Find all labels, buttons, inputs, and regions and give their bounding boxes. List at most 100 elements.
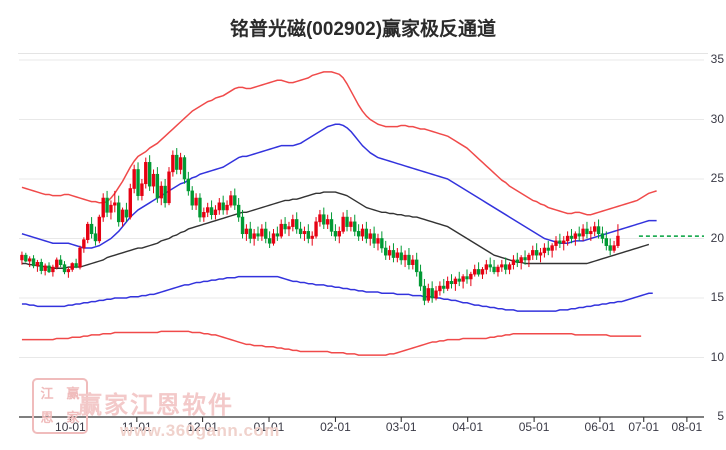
candle-body xyxy=(171,154,175,173)
candle-body xyxy=(248,228,252,239)
band-midline xyxy=(22,192,649,268)
candle-body xyxy=(329,219,334,232)
candle-body xyxy=(105,197,109,213)
candle-body xyxy=(236,204,241,218)
candle-body xyxy=(132,169,136,189)
candle-body xyxy=(414,259,419,273)
candle-body xyxy=(298,228,303,235)
candle-body xyxy=(387,250,392,256)
candle-body xyxy=(341,216,345,232)
candle-body xyxy=(418,271,423,287)
candle-body xyxy=(364,228,369,239)
candle-body xyxy=(175,154,179,170)
candle-body xyxy=(395,252,400,258)
candle-body xyxy=(167,171,171,204)
x-tick-label: 05-01 xyxy=(518,420,550,434)
band-lower-inner xyxy=(22,277,653,312)
candle-body xyxy=(271,233,276,244)
candle-body xyxy=(527,254,531,261)
candle-body xyxy=(368,233,372,239)
candlestick-series xyxy=(20,148,620,305)
candle-body xyxy=(457,278,461,282)
candle-body xyxy=(202,212,206,218)
candle-body xyxy=(500,264,504,268)
candle-body xyxy=(589,231,593,235)
candle-body xyxy=(225,204,229,211)
candle-body xyxy=(585,228,589,235)
candle-body xyxy=(74,263,78,268)
candle-body xyxy=(213,209,218,216)
candle-body xyxy=(511,259,516,265)
candle-body xyxy=(233,195,237,206)
candle-body xyxy=(151,173,156,187)
candle-body xyxy=(604,238,609,246)
candle-body xyxy=(515,259,519,263)
candle-body xyxy=(608,245,612,251)
candle-body xyxy=(264,228,268,239)
candle-body xyxy=(217,202,222,211)
candle-body xyxy=(411,259,415,265)
candle-body xyxy=(372,233,376,244)
candle-body xyxy=(194,197,198,206)
candle-body xyxy=(534,250,539,256)
band-upper-inner xyxy=(22,124,657,248)
candle-body xyxy=(558,240,562,244)
candle-body xyxy=(190,190,194,206)
candle-body xyxy=(89,223,94,235)
candle-body xyxy=(178,157,183,170)
x-tick-label: 08-01 xyxy=(671,420,703,434)
candle-body xyxy=(322,214,326,225)
candle-body xyxy=(507,264,512,270)
candle-body xyxy=(546,247,550,251)
candle-body xyxy=(360,228,365,237)
candle-body xyxy=(55,259,59,268)
candle-body xyxy=(426,288,430,301)
candle-body xyxy=(384,247,388,256)
candle-body xyxy=(147,162,152,187)
candle-body xyxy=(496,266,500,273)
candle-body xyxy=(616,235,620,246)
candle-body xyxy=(39,262,43,271)
candle-body xyxy=(291,219,295,227)
candle-body xyxy=(252,233,256,239)
page-title: 铭普光磁(002902)赢家极反通道 xyxy=(229,19,497,40)
candle-body xyxy=(430,288,434,299)
chart-canvas xyxy=(19,60,704,417)
candle-body xyxy=(24,254,28,262)
candle-body xyxy=(206,207,210,213)
candle-body xyxy=(66,269,71,273)
candle-body xyxy=(109,204,113,213)
band-lower-outer xyxy=(22,331,641,355)
candle-body xyxy=(531,250,535,256)
candle-body xyxy=(128,188,132,218)
candle-body xyxy=(78,247,82,268)
chart-plot-area[interactable] xyxy=(19,60,704,417)
candle-body xyxy=(473,269,477,275)
candle-body xyxy=(318,214,322,223)
candle-body xyxy=(503,264,508,270)
candle-body xyxy=(136,169,140,196)
candle-body xyxy=(325,219,330,225)
candle-body xyxy=(600,233,605,239)
candle-body xyxy=(445,281,450,289)
x-tick-label: 01-01 xyxy=(253,420,285,434)
candle-body xyxy=(244,228,249,235)
x-tick-label: 10-01 xyxy=(55,420,86,434)
candle-body xyxy=(155,173,160,199)
x-tick-label: 07-01 xyxy=(628,420,660,434)
candle-body xyxy=(523,257,527,261)
candle-body xyxy=(442,285,446,289)
candle-body xyxy=(449,281,454,285)
candle-body xyxy=(20,254,24,261)
candle-body xyxy=(86,223,90,240)
candle-body xyxy=(93,233,98,242)
y-tick-label: 25 xyxy=(710,171,724,185)
candle-body xyxy=(58,259,63,265)
candle-body xyxy=(295,219,299,230)
candle-body xyxy=(492,266,496,273)
candle-body xyxy=(422,285,427,301)
candle-body xyxy=(562,240,566,244)
candle-body xyxy=(198,197,202,218)
x-tick-label: 03-01 xyxy=(385,420,417,434)
